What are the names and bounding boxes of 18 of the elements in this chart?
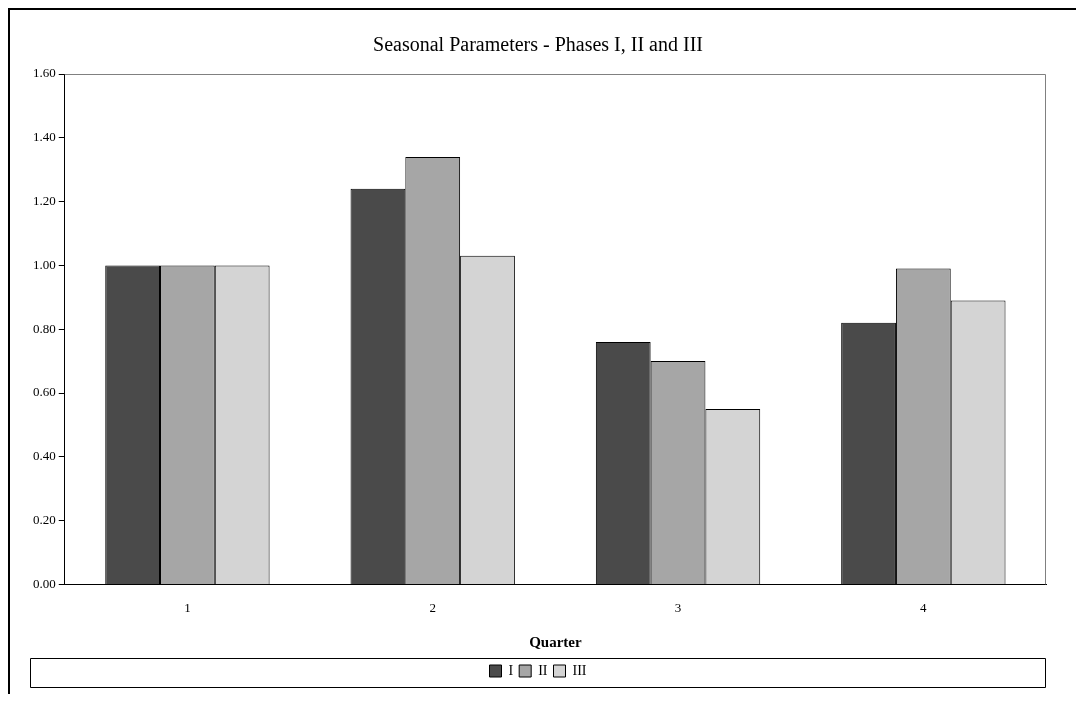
y-tick-label: 0.20	[33, 512, 56, 528]
y-tick-label: 1.00	[33, 256, 56, 272]
y-tick-label: 1.20	[33, 193, 56, 209]
x-tick-label: 2	[429, 599, 436, 615]
legend-label: II	[538, 662, 548, 678]
x-tick-label: 1	[184, 599, 191, 615]
y-tick-label: 1.60	[33, 65, 56, 81]
x-tick-label: 4	[920, 599, 928, 615]
legend-label: I	[508, 662, 514, 678]
chart-title: Seasonal Parameters - Phases I, II and III	[373, 33, 703, 56]
y-tick-label: 0.80	[33, 320, 56, 336]
x-axis-title: Quarter	[529, 633, 582, 650]
legend-label: III	[572, 662, 587, 678]
x-tick-label: 3	[674, 599, 682, 615]
y-tick-label: 0.40	[33, 448, 56, 464]
y-tick-label: 0.60	[33, 384, 56, 400]
y-tick-label: 0.00	[33, 575, 56, 591]
y-tick-label: 1.40	[33, 129, 56, 145]
